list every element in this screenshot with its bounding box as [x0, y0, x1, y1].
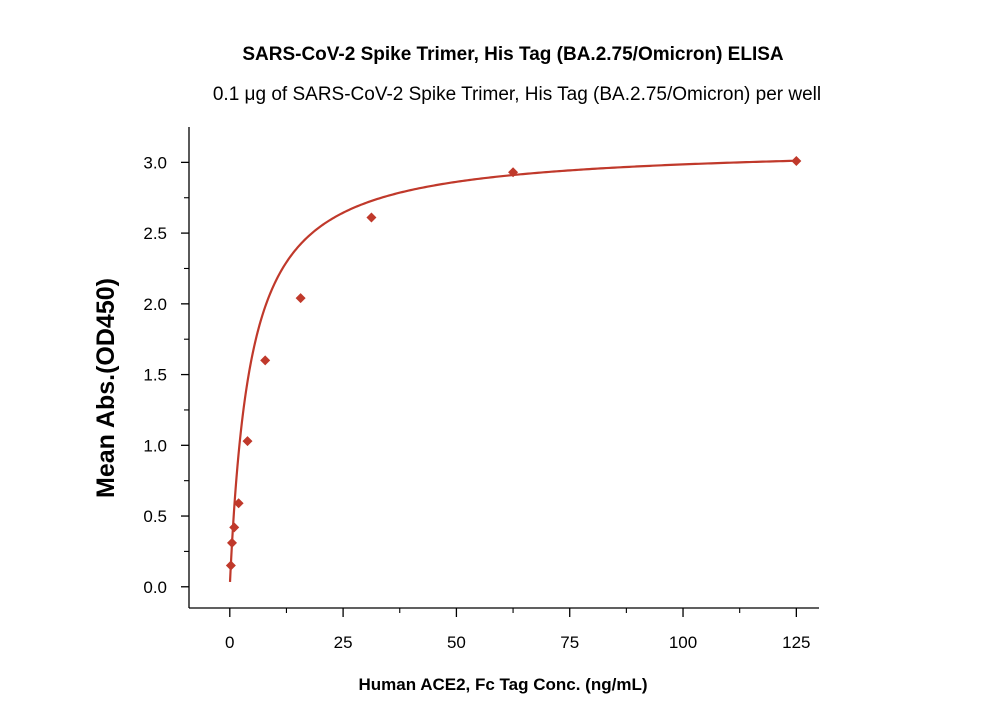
data-point [260, 355, 271, 366]
y-tick-label: 1.5 [143, 366, 167, 385]
x-tick-label: 75 [560, 633, 579, 652]
y-axis-label: Mean Abs.(OD450) [92, 278, 120, 498]
y-tick-label: 0.0 [143, 578, 167, 597]
chart-title: SARS-CoV-2 Spike Trimer, His Tag (BA.2.7… [242, 44, 784, 65]
data-point [791, 155, 802, 166]
data-point [233, 498, 244, 509]
data-point [295, 293, 306, 304]
y-tick-labels: 0.0 0.5 1.0 1.5 2.0 2.5 3.0 [143, 153, 167, 596]
x-tick-label: 0 [225, 633, 234, 652]
y-tick-label: 3.0 [143, 153, 167, 172]
chart-subtitle: 0.1 μg of SARS-CoV-2 Spike Trimer, His T… [213, 84, 821, 105]
y-tick-label: 0.5 [143, 507, 167, 526]
x-ticks [229, 608, 797, 617]
data-point [225, 560, 236, 571]
x-tick-label: 100 [669, 633, 697, 652]
data-point [227, 537, 238, 548]
y-ticks [181, 161, 189, 588]
axes [188, 127, 819, 609]
data-point [508, 167, 519, 178]
x-tick-label: 50 [447, 633, 466, 652]
fit-curve [228, 159, 797, 582]
x-tick-label: 125 [782, 633, 810, 652]
data-points [225, 155, 802, 571]
y-tick-label: 2.0 [143, 295, 167, 314]
data-point [366, 212, 377, 223]
x-axis-label: Human ACE2, Fc Tag Conc. (ng/mL) [358, 675, 647, 694]
data-point [229, 522, 240, 533]
y-tick-label: 2.5 [143, 224, 167, 243]
x-tick-labels: 0 25 50 75 100 125 [225, 633, 810, 652]
data-point [242, 436, 253, 447]
x-tick-label: 25 [334, 633, 353, 652]
y-tick-label: 1.0 [143, 436, 167, 455]
